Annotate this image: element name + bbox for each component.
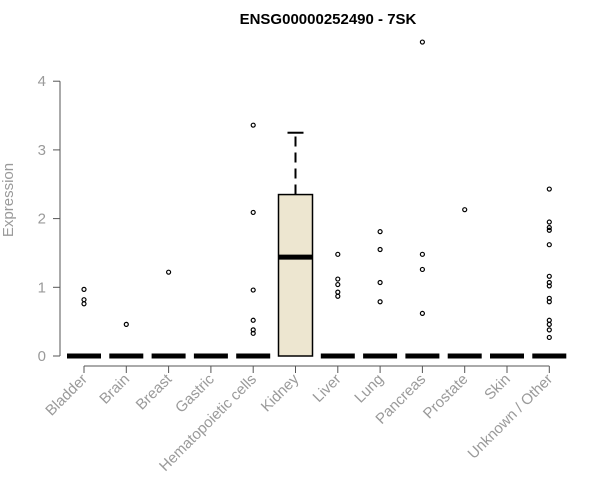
box-group (405, 39, 440, 359)
box-group (447, 207, 482, 359)
box-group (532, 186, 567, 359)
outlier-point (81, 297, 87, 303)
outlier-point (546, 295, 552, 301)
x-tick-label: Brain (96, 371, 133, 408)
outlier-point (250, 287, 256, 293)
outlier-point (377, 246, 383, 253)
outlier-point (166, 269, 172, 275)
outlier-point (250, 317, 256, 323)
outlier-point (546, 327, 552, 333)
outlier-point (419, 310, 425, 317)
outlier-point (419, 39, 425, 45)
x-tick-label: Lung (351, 371, 387, 407)
box-rect (277, 193, 314, 357)
x-tick-label: Prostate (420, 371, 472, 423)
outlier-point (335, 289, 341, 295)
outlier-point (123, 321, 129, 327)
box-group (320, 251, 355, 359)
outlier-point (377, 279, 383, 286)
y-tick-label: 4 (38, 73, 46, 90)
x-tick-label: Bladder (42, 371, 91, 420)
box-group (67, 286, 101, 359)
outlier-point (546, 317, 552, 323)
outlier-point (419, 251, 425, 257)
outlier-point (335, 251, 341, 257)
outlier-point (546, 242, 552, 248)
outlier-point (546, 219, 552, 225)
box-group (236, 122, 271, 359)
y-tick-label: 0 (38, 348, 46, 365)
y-axis: 0 1 2 3 4 (38, 73, 61, 365)
y-tick-label: 1 (38, 279, 46, 296)
outlier-point (250, 327, 256, 333)
y-axis-label: Expression (0, 163, 17, 237)
x-tick-label: Kidney (258, 370, 303, 415)
outlier-point (419, 266, 425, 273)
outlier-point (81, 301, 87, 307)
outlier-point (377, 299, 383, 305)
y-tick-label: 3 (38, 142, 46, 159)
boxes-layer (67, 39, 567, 359)
outlier-point (81, 286, 87, 292)
y-tick-label: 2 (38, 211, 46, 228)
outlier-point (546, 227, 552, 233)
outlier-point (335, 281, 341, 288)
outlier-point (335, 276, 341, 282)
outlier-point (546, 224, 552, 231)
outlier-point (377, 229, 383, 235)
outlier-point (546, 279, 552, 286)
x-tick-label: Skin (481, 371, 514, 404)
box-group (109, 321, 144, 359)
outlier-point (250, 122, 256, 128)
box-group (363, 229, 398, 359)
box-group (277, 131, 314, 357)
x-tick-label: Liver (310, 371, 345, 406)
outlier-point (335, 293, 341, 299)
x-tick-label: Breast (133, 370, 176, 413)
outlier-point (462, 207, 468, 213)
outlier-point (250, 209, 256, 216)
outlier-point (546, 334, 552, 341)
outlier-point (546, 273, 552, 279)
box-group (151, 269, 186, 359)
chart-title: ENSG00000252490 - 7SK (240, 11, 417, 28)
outlier-point (546, 186, 552, 192)
outlier-point (546, 321, 552, 327)
